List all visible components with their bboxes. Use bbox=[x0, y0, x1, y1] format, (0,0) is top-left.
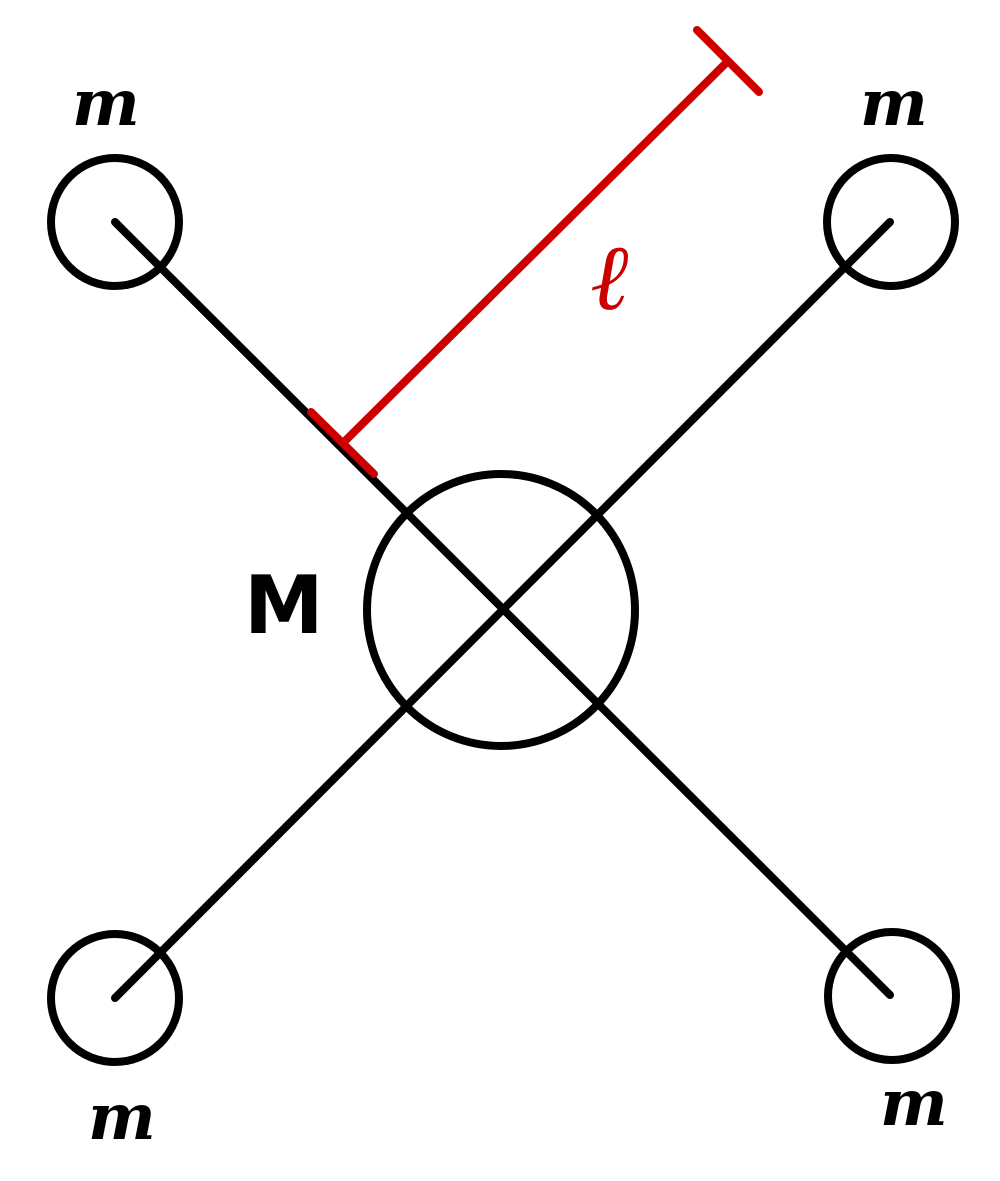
mass-top-left-circle bbox=[47, 154, 183, 290]
length-label: ℓ bbox=[590, 224, 629, 331]
length-tick-near-center bbox=[307, 408, 378, 478]
mass-bottom-left-circle bbox=[47, 930, 183, 1066]
rod-top-right-to-bottom-left bbox=[111, 218, 894, 1002]
central-mass-label: M bbox=[244, 559, 324, 652]
length-dimension-line bbox=[339, 58, 731, 447]
mass-bottom-right-circle bbox=[824, 928, 960, 1064]
mass-label-top-left: m bbox=[72, 66, 140, 141]
mass-label-bottom-right: m bbox=[880, 1066, 948, 1141]
mass-label-top-right: m bbox=[860, 66, 928, 141]
mass-label-bottom-left: m bbox=[88, 1080, 156, 1155]
central-mass-circle bbox=[363, 470, 639, 750]
length-tick-far-end bbox=[693, 26, 763, 96]
mass-top-right-circle bbox=[823, 154, 959, 290]
